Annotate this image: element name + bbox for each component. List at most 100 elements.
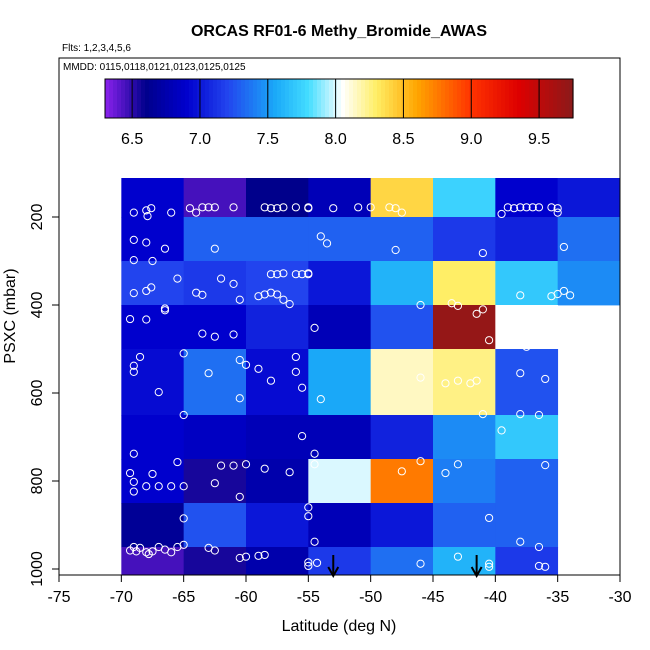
heatmap-cell: [308, 503, 372, 548]
colorbar-tick-label: 8.5: [392, 131, 414, 148]
arrow-head: [327, 566, 340, 579]
sample-marker: [310, 460, 319, 469]
y-tick-label: 400: [29, 292, 46, 319]
sample-marker: [497, 209, 506, 219]
sample-marker: [254, 364, 263, 373]
sample-marker: [148, 256, 157, 266]
colorbar-segment: [317, 79, 322, 118]
heatmap-cell: [370, 305, 434, 350]
colorbar-segment: [561, 79, 566, 118]
colorbar-segment: [413, 79, 418, 118]
sample-marker: [129, 235, 138, 244]
heatmap-cell: [370, 459, 434, 504]
heatmap-cell: [121, 178, 185, 218]
sample-marker: [472, 376, 481, 385]
heatmap-cell: [308, 261, 372, 306]
sample-marker: [210, 546, 219, 555]
flights-label: Flts: 1,2,3,4,5,6: [62, 43, 131, 54]
heatmap-cell: [183, 217, 247, 262]
sample-marker: [179, 410, 188, 420]
colorbar-segment: [261, 79, 266, 118]
heatmap-cell: [370, 178, 434, 218]
sample-marker: [304, 558, 313, 567]
heatmap-cell: [308, 547, 372, 576]
heatmap-cell: [495, 547, 559, 576]
heatmap-cell: [433, 415, 496, 460]
sample-marker: [204, 203, 213, 212]
colorbar-segment: [149, 79, 154, 118]
colorbar-segment: [453, 79, 458, 118]
sample-marker: [534, 561, 544, 571]
sample-marker: [125, 468, 135, 478]
sample-marker: [285, 468, 294, 477]
colorbar-segment: [305, 79, 310, 118]
heatmap-cell: [495, 261, 559, 306]
sample-marker: [485, 562, 494, 571]
colorbar: 6.5 7.0 7.5 8.0 8.5 9.0 9.5: [104, 78, 574, 148]
sample-marker: [397, 208, 406, 217]
sample-marker: [478, 305, 487, 314]
colorbar-segment: [417, 79, 422, 118]
sample-marker: [497, 426, 506, 435]
sample-marker: [528, 336, 537, 345]
heatmap-cell: [308, 305, 372, 350]
colorbar-segment: [141, 79, 146, 118]
colorbar-segment: [473, 79, 478, 118]
colorbar-segment: [253, 79, 258, 118]
sample-marker: [266, 204, 276, 213]
sample-marker: [391, 204, 400, 213]
sample-marker: [559, 286, 569, 296]
sample-marker: [453, 376, 463, 385]
sample-marker: [478, 410, 487, 419]
colorbar-segment: [425, 79, 430, 118]
colorbar-segment: [193, 79, 198, 118]
colorbar-tick-label: 9.5: [528, 131, 550, 148]
heatmap-cell: [433, 547, 496, 576]
colorbar-segment: [137, 79, 142, 118]
colorbar-segment: [321, 79, 326, 118]
x-tick-label: -65: [172, 589, 195, 606]
sample-marker: [185, 204, 194, 213]
sample-marker: [322, 239, 332, 248]
sample-marker: [534, 410, 544, 420]
sample-marker: [148, 547, 157, 556]
sample-marker: [129, 449, 138, 458]
sample-marker: [541, 461, 550, 470]
sample-marker: [304, 203, 313, 212]
heatmap-cell: [308, 459, 372, 504]
y-tick-label: 800: [29, 468, 46, 495]
sample-marker: [260, 464, 269, 473]
sample-marker: [522, 342, 531, 351]
colorbar-segment: [377, 79, 382, 118]
colorbar-segment: [533, 79, 538, 118]
x-tick-label: -50: [359, 589, 382, 606]
sample-marker: [416, 300, 425, 310]
sample-marker: [316, 232, 325, 241]
colorbar-segment: [549, 79, 554, 118]
colorbar-segment: [165, 79, 170, 118]
colorbar-segment: [365, 79, 370, 118]
colorbar-segment: [393, 79, 398, 118]
sample-marker: [143, 212, 152, 221]
arrow-head: [470, 566, 483, 579]
sample-marker: [416, 373, 425, 382]
sample-marker: [154, 482, 163, 491]
colorbar-segment: [129, 79, 134, 118]
sample-marker: [198, 290, 207, 299]
colorbar-segment: [517, 79, 522, 118]
sample-marker: [534, 542, 544, 552]
heatmap-cell: [308, 217, 372, 262]
sample-marker: [291, 367, 300, 376]
sample-marker: [266, 376, 276, 385]
y-tick-label: 600: [29, 380, 46, 407]
sample-marker: [160, 244, 170, 253]
sample-marker: [547, 203, 556, 212]
sample-marker: [235, 553, 244, 563]
colorbar-segment: [545, 79, 550, 118]
sample-marker: [241, 360, 251, 369]
sample-marker: [291, 352, 300, 362]
chart-title: ORCAS RF01-6 Methy_Bromide_AWAS: [191, 23, 487, 40]
sample-marker: [198, 329, 207, 338]
colorbar-segment: [249, 79, 254, 118]
sample-marker: [254, 292, 263, 301]
